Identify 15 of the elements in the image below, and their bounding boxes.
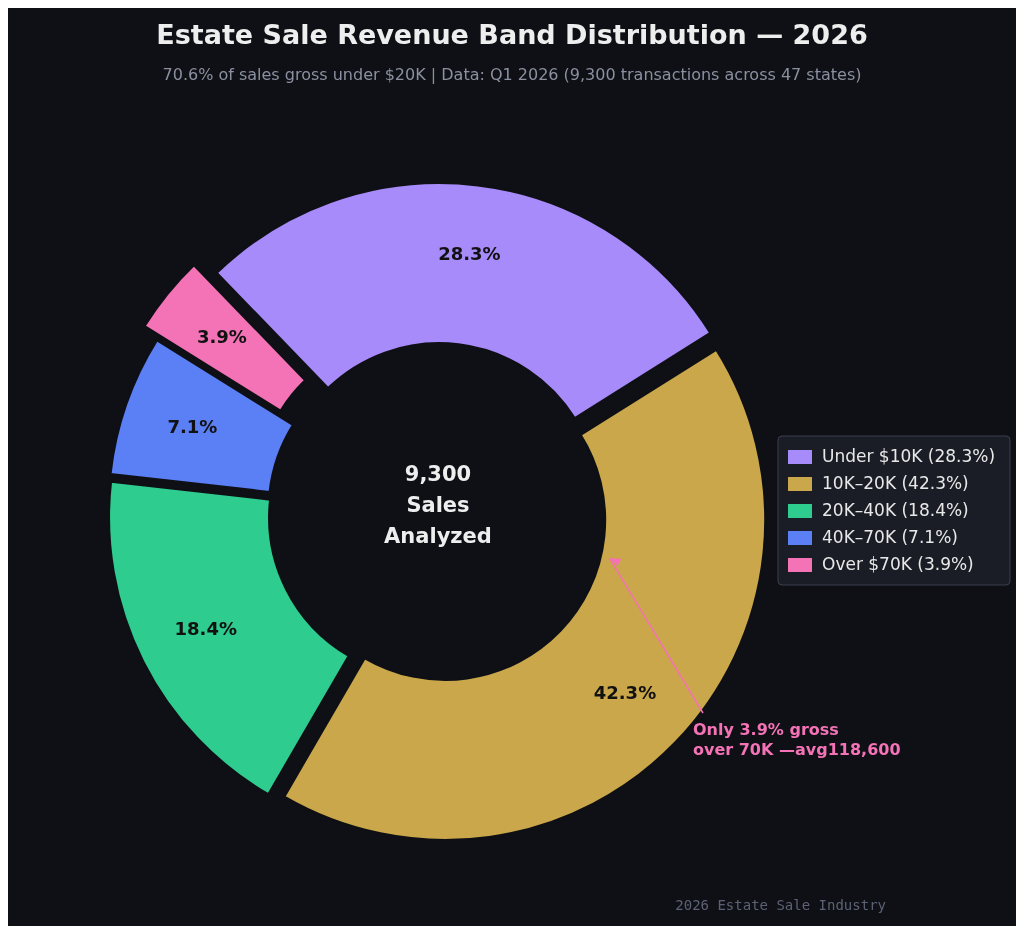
- legend-label: 10K–20K (42.3%): [822, 473, 969, 493]
- data-label: 42.3%: [593, 681, 657, 703]
- text: Only 3.9% gross over 70K —avg118,600: [693, 720, 901, 759]
- chart-subtitle: 70.6% of sales gross under $20K | Data: Q1 2026 (9,300 transactions across 47 states): [162, 65, 862, 84]
- data-label: 28.3%: [438, 242, 501, 264]
- data-label: 7.1%: [167, 415, 218, 437]
- legend-label: Under $10K (28.3%): [822, 446, 996, 466]
- legend-label: Over $70K (3.9%): [822, 554, 974, 574]
- data-label: 3.9%: [196, 326, 247, 348]
- legend-label: 40K–70K (7.1%): [822, 527, 958, 547]
- text: 2026 Estate Sale Industry: [675, 897, 886, 913]
- chart-title: Estate Sale Revenue Band Distribution — 2026: [156, 19, 868, 50]
- legend-label: 20K–40K (18.4%): [822, 500, 969, 520]
- data-label: 18.4%: [174, 617, 237, 639]
- text: 9,300 Sales Analyzed: [384, 462, 492, 548]
